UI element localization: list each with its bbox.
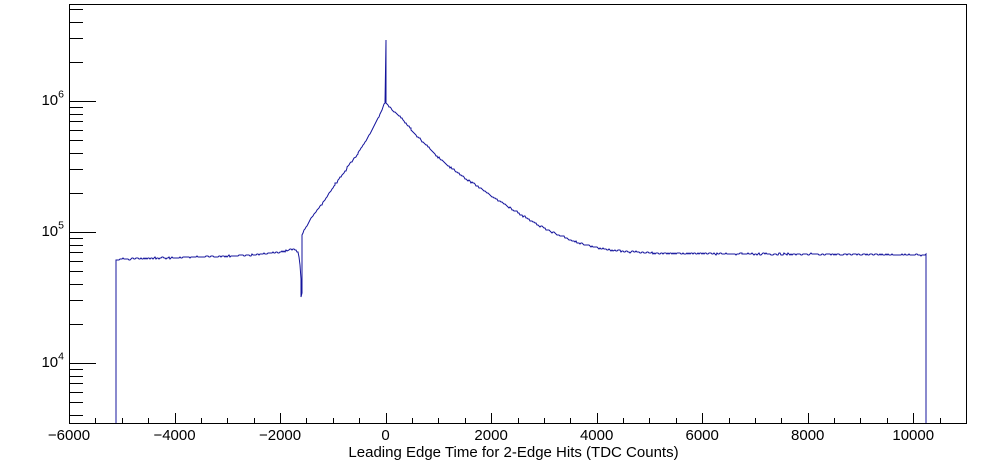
y-axis-labels: 104 105 106 bbox=[41, 88, 64, 370]
histogram-line bbox=[115, 39, 927, 423]
y-axis-major-ticks bbox=[69, 101, 96, 364]
y-tick-label: 105 bbox=[41, 219, 64, 240]
x-tick-label: 0 bbox=[381, 427, 389, 444]
x-axis-labels: −6000 −4000 −2000 0 2000 4000 6000 8000 10000 bbox=[48, 427, 934, 444]
y-axis-minor-ticks bbox=[69, 9, 83, 416]
x-tick-label: 2000 bbox=[474, 427, 507, 444]
plot-frame bbox=[69, 4, 967, 424]
x-axis-title: Leading Edge Time for 2-Edge Hits (TDC C… bbox=[348, 444, 678, 461]
x-tick-label: −4000 bbox=[153, 427, 195, 444]
x-tick-label: 10000 bbox=[892, 427, 934, 444]
x-tick-label: 6000 bbox=[685, 427, 718, 444]
x-tick-label: −2000 bbox=[259, 427, 301, 444]
y-tick-label: 104 bbox=[41, 350, 64, 371]
x-tick-label: 4000 bbox=[580, 427, 613, 444]
x-tick-label: −6000 bbox=[48, 427, 90, 444]
x-tick-label: 8000 bbox=[791, 427, 824, 444]
x-axis-major-ticks bbox=[69, 413, 914, 423]
y-tick-label: 106 bbox=[41, 88, 64, 109]
x-axis-minor-ticks bbox=[95, 418, 941, 423]
